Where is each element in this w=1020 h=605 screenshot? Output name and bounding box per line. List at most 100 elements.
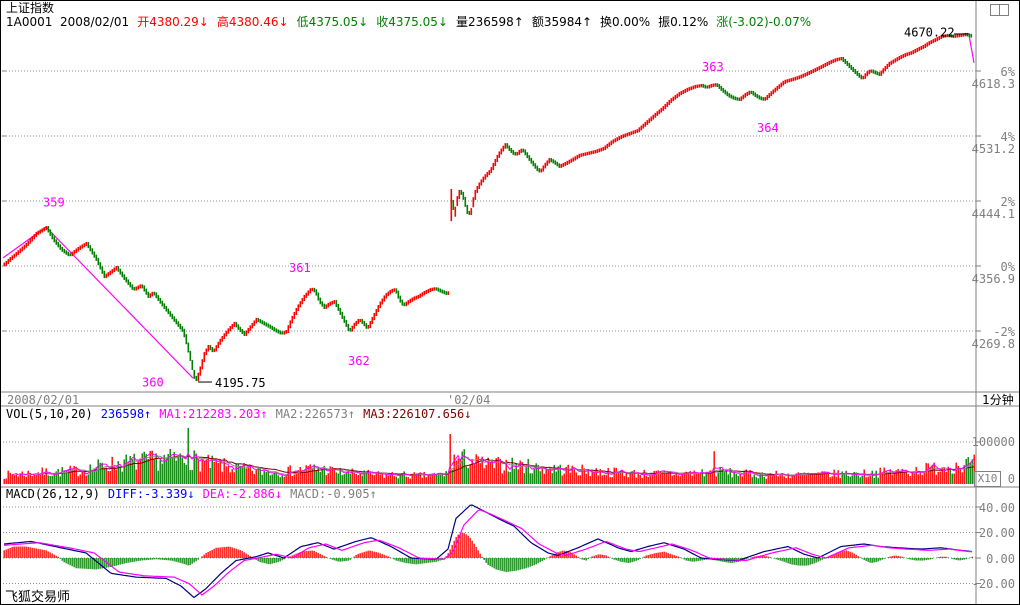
volume-bar [965, 458, 967, 484]
volume-bar [351, 468, 353, 484]
volume-bar [403, 471, 405, 484]
volume-bar [569, 472, 571, 484]
macd-histogram-bar [337, 558, 339, 562]
macd-histogram-bar [661, 551, 663, 558]
macd-histogram-bar [931, 558, 933, 559]
candle [570, 158, 573, 163]
macd-histogram-bar [777, 558, 779, 560]
volume-bar [671, 475, 673, 484]
candle [858, 72, 861, 78]
macd-histogram-bar [515, 558, 517, 571]
candle [187, 342, 190, 353]
macd-histogram-bar [667, 553, 669, 558]
macd-histogram-bar [99, 558, 101, 569]
volume-bar [75, 466, 77, 484]
volume-bar [27, 470, 29, 484]
volume-bar [855, 472, 857, 484]
candle [327, 302, 330, 308]
candle [936, 37, 939, 42]
macd-histogram-bar [781, 558, 783, 562]
period-day-icon[interactable] [990, 4, 1009, 16]
volume-bar [189, 470, 191, 484]
candle [826, 61, 829, 67]
candle [325, 304, 328, 309]
macd-histogram-bar [373, 551, 375, 558]
timeframe-label[interactable]: 1分钟 [982, 393, 1014, 407]
macd-histogram-bar [581, 558, 583, 560]
volume-bar [201, 460, 203, 484]
volume-bar [599, 468, 601, 484]
volume-bar [635, 477, 637, 484]
volume-bar [783, 476, 785, 484]
macd-histogram-bar [585, 558, 587, 561]
macd-histogram-bar [397, 558, 399, 562]
macd-histogram-bar [413, 558, 415, 565]
volume-bar [141, 453, 143, 484]
candle [866, 71, 869, 77]
candle [958, 33, 961, 38]
volume-bar [119, 466, 121, 484]
volume-bar [123, 459, 125, 484]
volume-bar [693, 470, 695, 484]
macd-histogram-bar [31, 547, 33, 558]
candle [534, 163, 537, 169]
volume-bar [661, 471, 663, 484]
macd-histogram-bar [461, 532, 463, 558]
volume-bar [967, 457, 969, 484]
candle-open-spike [450, 188, 453, 222]
candle [255, 317, 258, 324]
volume-bar [151, 450, 153, 484]
macd-histogram-bar [431, 558, 433, 563]
candle [562, 162, 565, 167]
candle [830, 60, 833, 64]
candle [161, 300, 164, 307]
volume-bar [555, 471, 557, 484]
info-segment: MA2:226573↑ [275, 407, 356, 421]
candle [542, 165, 545, 172]
volume-bar [951, 473, 953, 484]
info-segment: DEA:-2.886↓ [202, 487, 283, 501]
volume-bar [623, 476, 625, 484]
volume-bar [179, 453, 181, 484]
macd-histogram-bar [685, 558, 687, 561]
macd-histogram-bar [319, 553, 321, 558]
volume-bar [183, 462, 185, 484]
quote-info-bar: 1A0001 2008/02/01 开4380.29↓ 高4380.46↓ 低4375… [6, 16, 819, 29]
volume-bar [659, 471, 661, 484]
volume-bar [245, 468, 247, 484]
candle [798, 75, 801, 80]
macd-histogram-bar [269, 558, 271, 565]
volume-bar [273, 472, 275, 484]
candle [458, 189, 461, 200]
candle [63, 248, 66, 254]
candle [137, 285, 140, 290]
candle [804, 72, 807, 77]
candle [890, 60, 893, 65]
candle [536, 165, 539, 172]
volume-bar [875, 470, 877, 484]
macd-axis-label: 0.00 [986, 552, 1015, 566]
candle [876, 71, 879, 76]
volume-bar [549, 467, 551, 484]
macd-histogram-bar [953, 558, 955, 560]
volume-bar [431, 473, 433, 484]
candle [480, 179, 483, 186]
candle [764, 96, 767, 101]
info-segment: 额35984↑ [531, 15, 593, 29]
volume-bar [383, 477, 385, 484]
volume-bar [647, 476, 649, 484]
volume-bar [687, 474, 689, 484]
macd-histogram-bar [673, 555, 675, 558]
candle [131, 284, 134, 290]
date-label-day1: 2008/02/01 [7, 393, 80, 407]
candle [39, 229, 42, 234]
candle [788, 78, 791, 83]
candle [832, 59, 835, 64]
candle [850, 64, 853, 71]
macd-histogram-bar [805, 558, 807, 566]
macd-histogram-bar [103, 558, 105, 569]
volume-bar [625, 472, 627, 484]
volume-bar [361, 475, 363, 484]
candle [65, 250, 68, 255]
